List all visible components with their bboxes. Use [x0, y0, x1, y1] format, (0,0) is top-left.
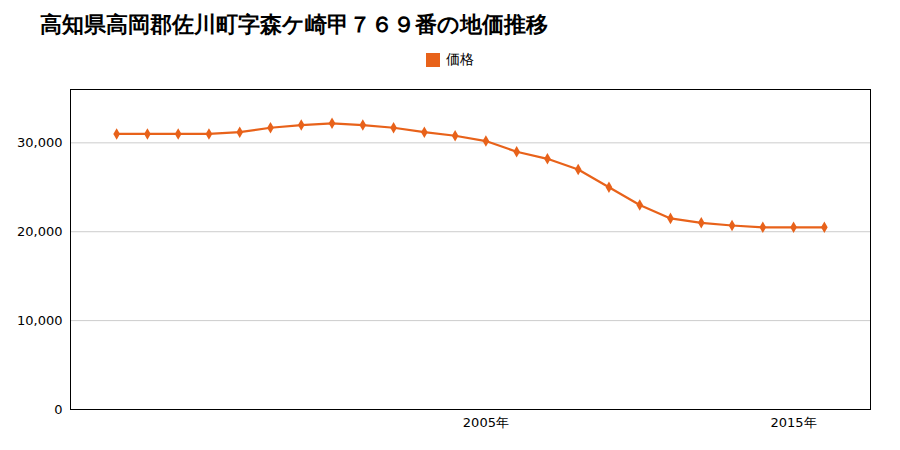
svg-text:2005年: 2005年: [463, 415, 509, 430]
svg-text:0: 0: [54, 402, 62, 417]
html-text:高知県高岡郡佐川町字森ケ崎甲７６９番の地価推移: 高知県高岡郡佐川町字森ケ崎甲７６９番の地価推移: [40, 12, 548, 37]
svg-text:10,000: 10,000: [17, 313, 63, 328]
svg-text:2015年: 2015年: [771, 415, 817, 430]
svg-text:20,000: 20,000: [17, 224, 63, 239]
html-text:価格: 価格: [446, 51, 474, 67]
svg-text:30,000: 30,000: [17, 135, 63, 150]
